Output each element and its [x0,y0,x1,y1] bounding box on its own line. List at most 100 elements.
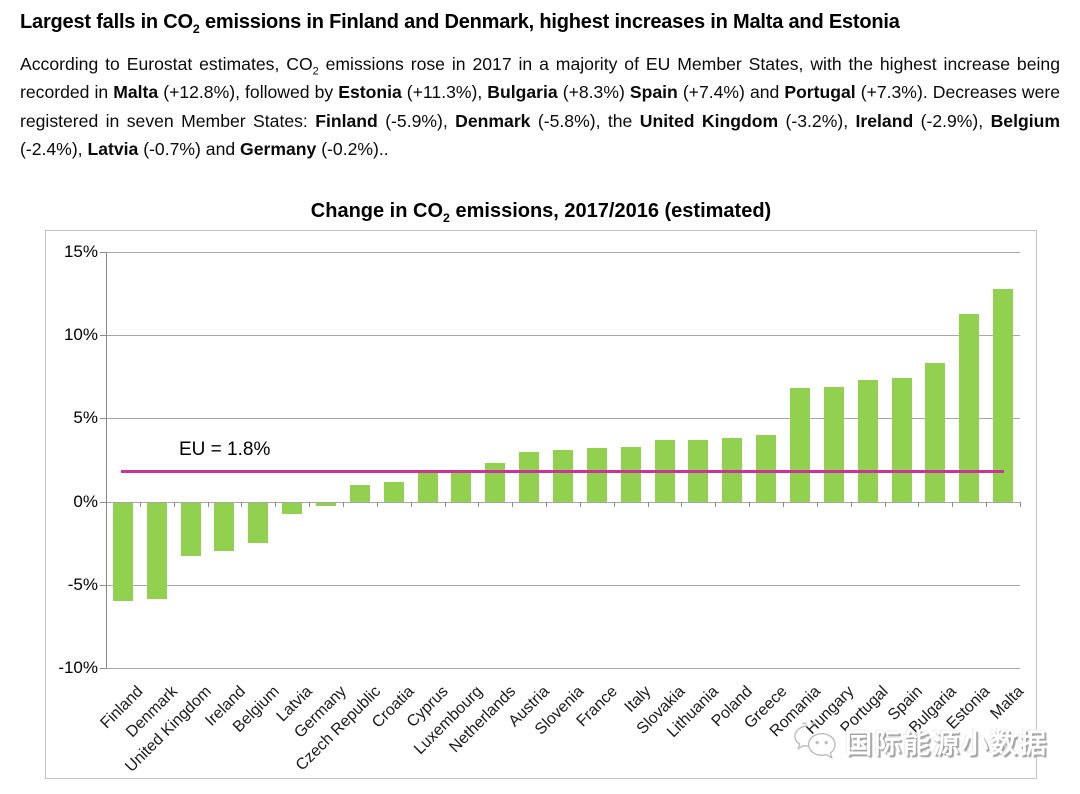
country-emphasis: Belgium [990,110,1060,131]
bar-denmark [146,502,167,600]
bar-france [586,448,607,502]
bar-spain [891,378,912,502]
gridline-10 [106,335,1020,337]
x-axis-tick [342,501,344,507]
bar-portugal [857,380,878,502]
x-axis-tick [952,501,954,507]
bar-croatia [383,481,404,502]
x-axis-tick [106,501,107,507]
bar-united-kingdom [180,502,201,556]
x-axis-tick [139,501,141,507]
country-emphasis: Germany [240,139,317,160]
chart-title: Change in CO2 emissions, 2017/2016 (esti… [45,200,1037,225]
bar-malta [993,288,1014,502]
y-axis-label: -5% [67,574,98,594]
y-axis-tick [100,668,106,669]
summary-text: (+12.8%), followed by [158,82,339,103]
country-emphasis: Malta [113,82,159,103]
summary-text: (+11.3%), [401,82,488,103]
bar-luxembourg [451,471,472,502]
summary-text: (-2.4%), [20,139,88,160]
x-axis-tick [444,501,446,507]
summary-text: (-5.8%), the [530,110,640,131]
y-axis-tick [100,501,106,503]
x-axis-tick [647,501,649,507]
summary-text: (+7.4%) and [677,82,785,103]
x-axis-tick [478,501,480,507]
bar-bulgaria [925,363,946,502]
country-emphasis: Spain [629,82,678,103]
bar-italy [620,446,641,502]
bar-germany [316,502,337,506]
summary-text: (-0.2%).. [316,139,389,160]
y-axis-tick [100,335,106,337]
x-axis-label-malta: Malta [987,683,1028,723]
x-axis-tick [850,501,852,507]
bar-belgium [248,502,269,543]
x-axis-tick [376,501,378,507]
x-axis-tick [512,501,514,507]
x-axis-tick [816,501,818,507]
chart-title-text: emissions, 2017/2016 (estimated) [449,200,772,222]
country-emphasis: Bulgaria [487,82,558,103]
y-axis-label: -10% [58,658,98,677]
eu-reference-label: EU = 1.8% [179,438,271,460]
gridline-5 [106,418,1020,420]
y-axis-label: 5% [73,408,98,428]
x-axis-tick [207,501,209,507]
bar-ireland [214,502,235,551]
gridline-0 [106,501,1020,503]
summary-text: (+8.3%) [557,82,630,103]
headline-text: emissions in Finland and Denmark, highes… [199,11,900,33]
bar-netherlands [485,463,506,502]
summary-text: According to Eurostat estimates, CO [20,54,313,74]
x-axis-tick [986,501,988,507]
country-emphasis: Estonia [338,82,402,103]
bar-austria [519,451,540,502]
x-axis-tick [715,501,717,507]
x-axis-tick [613,501,615,507]
chart-title-subscript: 2 [443,211,450,225]
x-axis-tick [275,501,277,507]
y-axis-tick [100,418,106,420]
chart-title-text: Change in CO [310,200,444,222]
x-axis-tick [579,501,581,507]
chart-figure: 15% 10% 5% 0% -5% -10% EU = 1.8% Finland Denmark… [45,230,1037,779]
headline-text: Largest falls in CO [20,11,193,33]
summary-text: (-3.2%), [778,110,856,131]
x-axis-tick [884,501,886,507]
gridline--5 [106,584,1020,586]
headline-subscript: 2 [192,22,200,36]
bar-hungary [823,386,844,502]
bar-estonia [959,313,980,502]
bar-greece [756,435,777,502]
country-emphasis: Ireland [855,110,914,131]
x-axis-tick [918,501,920,507]
country-emphasis: Latvia [87,139,139,160]
y-axis-tick [100,584,106,586]
y-axis-tick [100,252,106,253]
gridline--10 [106,668,1020,669]
bar-slovenia [553,450,573,502]
headline: Largest falls in CO2 emissions in Finlan… [20,11,1060,36]
summary-paragraph: According to Eurostat estimates, CO2 emi… [20,50,1060,164]
x-axis-tick [173,501,175,507]
bar-poland [722,438,743,502]
country-emphasis: United Kingdom [639,110,779,131]
country-emphasis: Finland [315,110,378,131]
summary-text: (-2.9%), [913,110,991,131]
bar-latvia [282,502,303,515]
x-axis-tick [241,501,243,507]
x-axis-tick [410,501,412,507]
gridline-15 [106,252,1020,253]
bar-finland [112,502,133,601]
summary-text: (-5.9%), [377,110,456,131]
summary-text: (+7.3%). Decreases were registered in se… [20,82,1060,131]
x-axis-tick [749,501,751,507]
summary-text: 2 [312,65,319,78]
bar-romania [789,388,810,502]
y-axis-label: 0% [73,491,98,511]
bar-czech-republic [349,484,370,502]
y-axis-label: 15% [63,242,98,261]
